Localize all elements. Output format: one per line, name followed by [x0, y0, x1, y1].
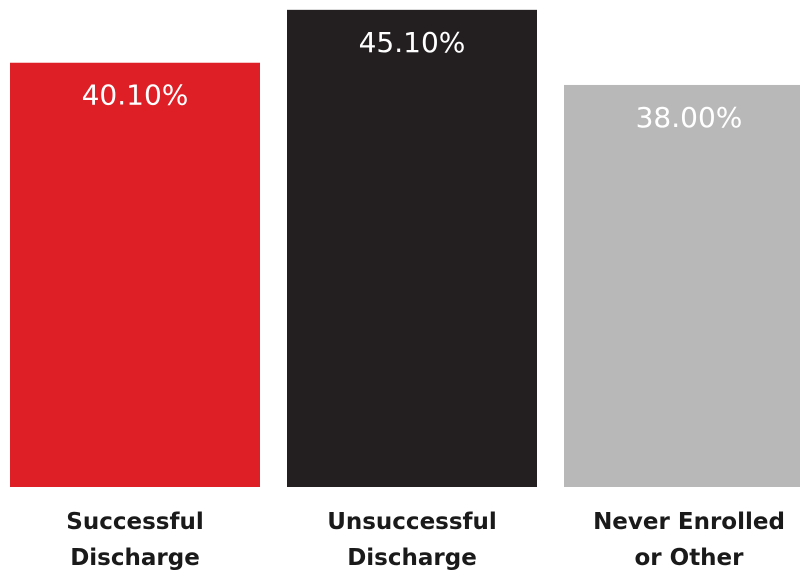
category-label-3-line-1: Never Enrolled [593, 509, 785, 535]
category-label-2-line-2: Discharge [347, 545, 477, 571]
bar-value-label-1: 40.10% [82, 79, 189, 112]
bar-1 [10, 62, 260, 487]
bar-value-label-2: 45.10% [359, 26, 466, 59]
category-label-1-line-1: Successful [66, 509, 203, 535]
category-label-1-line-2: Discharge [70, 545, 200, 571]
bar-3 [564, 84, 800, 488]
category-label-3-line-2: or Other [634, 545, 744, 571]
bar-2 [287, 9, 537, 487]
category-label-2-line-1: Unsuccessful [327, 509, 497, 535]
bar-value-label-3: 38.00% [636, 101, 743, 134]
